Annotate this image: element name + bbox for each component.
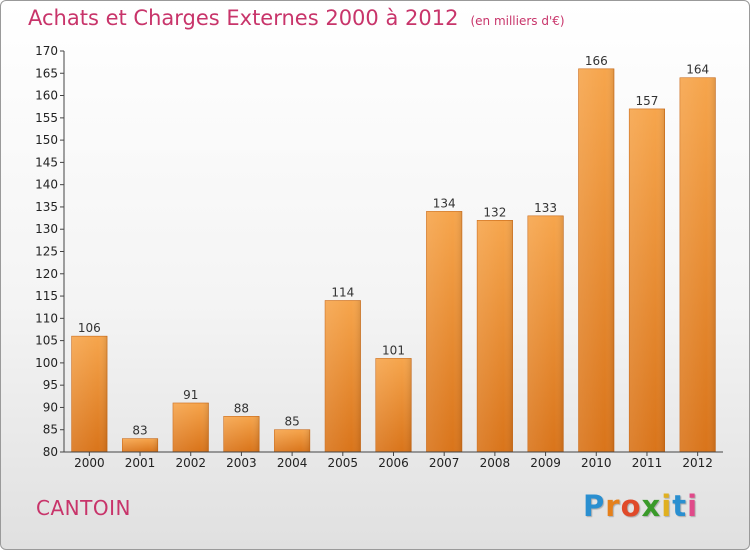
bar-shading [172,402,209,452]
bars-group: 106 83 91 88 85 114 101 134 132 133 166 157 164 [71,54,716,453]
x-tick-label: 2005 [328,456,359,470]
logo-letter: t [672,489,688,523]
bar-value-label: 85 [284,415,299,429]
logo-letter: o [620,489,642,523]
x-tick-label: 2002 [175,456,206,470]
y-tick-label: 120 [35,267,58,281]
x-tick-label: 2012 [682,456,713,470]
bar-value-label: 101 [382,343,405,357]
x-tick-label: 2004 [277,456,308,470]
bar-value-label: 83 [132,424,147,438]
x-tick-label: 2008 [480,456,511,470]
chart-title-text: Achats et Charges Externes 2000 à 2012 [28,6,459,30]
y-tick-label: 170 [35,44,58,58]
x-axis: 2000 2001 2002 2003 2004 2005 2006 2007 2008 2009… [64,451,723,470]
y-tick-label: 125 [35,245,58,259]
y-tick-label: 80 [43,445,58,459]
x-tick-label: 2010 [581,456,612,470]
x-tick-label: 2009 [530,456,561,470]
x-tick-label: 2007 [429,456,460,470]
y-tick-label: 105 [35,334,58,348]
chart-unit-label: (en milliers d'€) [470,14,565,28]
logo-letter: r [605,489,621,523]
logo-letter: i [687,489,699,523]
x-tick-label: 2003 [226,456,257,470]
bar-value-label: 164 [686,63,709,77]
y-tick-label: 95 [43,378,58,392]
bar-value-label: 157 [636,94,659,108]
logo-letter: x [641,489,662,523]
y-tick-label: 100 [35,356,58,370]
x-tick-label: 2000 [74,456,105,470]
bar-shading [122,438,158,452]
x-tick-label: 2001 [125,456,156,470]
y-axis: 80 85 90 95 100 105 110 115 120 125 130 135 140 145 15… [35,44,65,459]
y-tick-label: 85 [43,423,58,437]
bar-shading [426,211,462,452]
bar-value-label: 166 [585,54,608,68]
bar-value-label: 133 [534,201,557,215]
y-tick-label: 110 [35,311,58,325]
bar-value-label: 114 [331,286,354,300]
y-tick-label: 160 [35,89,58,103]
y-tick-label: 165 [35,66,58,80]
y-tick-label: 150 [35,133,58,147]
bar-value-label: 134 [433,196,456,210]
bar-shading [325,300,361,452]
logo-letter: P [583,489,606,523]
bar-shading [375,358,412,452]
bar-shading [71,336,108,452]
commune-name: CANTOIN [36,496,131,520]
x-tick-label: 2006 [378,456,409,470]
bar-shading [477,220,513,452]
bar-shading [223,416,260,452]
y-tick-label: 140 [35,178,58,192]
bar-value-label: 91 [183,388,198,402]
y-tick-label: 155 [35,111,58,125]
y-tick-label: 90 [43,400,58,414]
logo-letter: i [661,489,673,523]
chart-title: Achats et Charges Externes 2000 à 2012 (e… [28,6,565,30]
y-tick-label: 130 [35,222,58,236]
proxiti-logo: Proxiti [583,489,698,523]
bar-shading [527,215,564,452]
x-tick-label: 2011 [632,456,663,470]
bar-shading [679,77,716,452]
y-tick-label: 115 [35,289,58,303]
bar-shading [274,429,310,452]
bar-value-label: 88 [234,401,249,415]
y-tick-label: 135 [35,200,58,214]
bar-value-label: 106 [78,321,101,335]
bar-shading [629,108,665,452]
bar-shading [578,68,615,453]
y-tick-label: 145 [35,155,58,169]
bar-value-label: 132 [483,205,506,219]
